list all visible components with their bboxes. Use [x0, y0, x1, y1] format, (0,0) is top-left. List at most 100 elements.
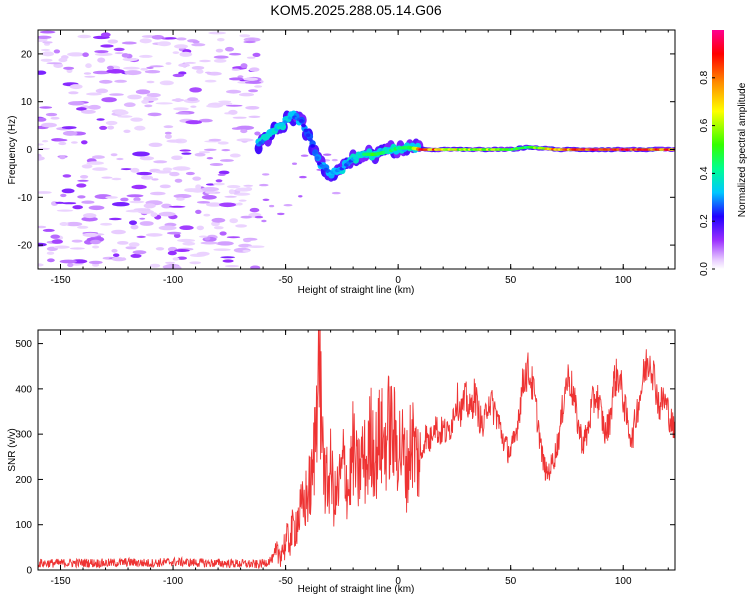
chart-title: KOM5.2025.288.05.14.G06 [270, 2, 441, 18]
noise-blob [86, 92, 102, 96]
x-tick-label: -150 [51, 576, 71, 587]
noise-blob [114, 79, 127, 83]
y-tick-label: -20 [18, 241, 33, 252]
noise-blob [254, 85, 263, 88]
noise-blob [122, 57, 138, 62]
noise-blob [262, 173, 270, 176]
noise-blob [228, 77, 244, 81]
noise-blob [246, 56, 256, 59]
noise-blob [222, 259, 234, 263]
noise-blob [254, 215, 264, 219]
noise-blob [235, 224, 248, 228]
noise-blob [92, 263, 100, 267]
noise-blob [40, 48, 51, 52]
noise-blob [204, 79, 217, 83]
noise-blob [56, 209, 74, 212]
noise-blob [224, 265, 240, 268]
noise-blob [146, 93, 161, 98]
noise-blob [63, 66, 75, 70]
noise-blob [155, 247, 165, 251]
noise-blob [292, 162, 297, 165]
signal-core [305, 133, 311, 137]
noise-blob [250, 265, 261, 269]
colorbar-label: Normalized spectral amplitude [737, 82, 748, 217]
noise-blob [179, 225, 194, 230]
noise-blob [226, 89, 242, 94]
noise-blob [86, 161, 104, 165]
noise-blob [177, 238, 196, 243]
noise-blob [123, 66, 140, 70]
noise-blob [163, 125, 174, 129]
snr-x-label: Height of straight line (km) [298, 584, 415, 595]
x-tick-label: 0 [395, 576, 401, 587]
noise-blob [71, 141, 78, 144]
y-tick-label: 300 [15, 430, 32, 441]
noise-blob [196, 69, 204, 74]
noise-blob [141, 99, 149, 104]
noise-blob [166, 231, 182, 235]
noise-blob [85, 63, 92, 69]
noise-blob [130, 224, 139, 230]
noise-blob [149, 263, 161, 268]
noise-blob [212, 182, 225, 186]
noise-blob [77, 34, 92, 39]
noise-blob [130, 167, 140, 173]
noise-blob [178, 63, 191, 68]
noise-blob [173, 194, 192, 199]
noise-blob [213, 226, 224, 230]
y-tick-label: 20 [21, 49, 33, 60]
noise-blob [179, 149, 191, 152]
noise-blob [153, 160, 168, 164]
noise-blob [106, 69, 125, 74]
noise-blob [213, 248, 231, 251]
noise-blob [82, 52, 89, 57]
noise-blob [254, 131, 261, 136]
noise-blob [185, 171, 195, 176]
noise-blob [169, 171, 180, 177]
noise-blob [53, 245, 70, 249]
noise-blob [62, 174, 72, 178]
noise-blob [113, 253, 120, 257]
y-tick-label: 0 [26, 566, 32, 577]
noise-blob [105, 196, 118, 199]
noise-blob [225, 104, 243, 107]
noise-blob [195, 209, 202, 214]
noise-blob [167, 250, 177, 256]
noise-blob [231, 68, 240, 71]
noise-blob [92, 167, 108, 171]
spectrogram-y-ticks: -20 -10 0 10 20 [18, 49, 675, 252]
noise-blob [151, 35, 164, 40]
noise-blob [41, 51, 55, 57]
colorbar-scale [712, 30, 724, 269]
noise-blob [181, 152, 192, 155]
noise-blob [206, 202, 223, 207]
noise-blob [38, 191, 52, 194]
noise-blob [236, 125, 255, 130]
noise-blob [108, 217, 122, 221]
noise-blob [96, 118, 105, 121]
noise-blob [240, 63, 248, 69]
noise-blob [262, 198, 270, 201]
noise-blob [164, 131, 172, 135]
x-tick-label: 100 [615, 275, 632, 286]
noise-blob [173, 233, 181, 238]
noise-blob [259, 183, 269, 187]
noise-blob [261, 219, 267, 223]
noise-blob [71, 239, 83, 243]
noise-blob [182, 241, 196, 246]
noise-blob [82, 232, 99, 237]
noise-blob [132, 250, 147, 255]
noise-blob [192, 176, 202, 181]
y-tick-label: 10 [21, 97, 33, 108]
snr-x-ticks: -150 -100 -50 0 50 100 [37, 330, 669, 587]
noise-blob [50, 116, 60, 120]
noise-blob [130, 117, 143, 122]
y-tick-label: 400 [15, 384, 32, 395]
noise-blob [77, 195, 86, 199]
noise-blob [80, 175, 89, 179]
noise-blob [60, 193, 67, 198]
noise-blob [72, 205, 83, 210]
noise-blob [139, 156, 155, 161]
y-tick-label: 100 [15, 520, 32, 531]
